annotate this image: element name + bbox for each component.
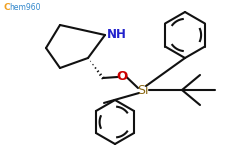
Text: Si: Si: [137, 84, 149, 96]
Text: C: C: [4, 3, 11, 12]
Text: hem960: hem960: [9, 3, 41, 12]
Text: O: O: [116, 70, 128, 84]
Text: NH: NH: [107, 27, 127, 40]
